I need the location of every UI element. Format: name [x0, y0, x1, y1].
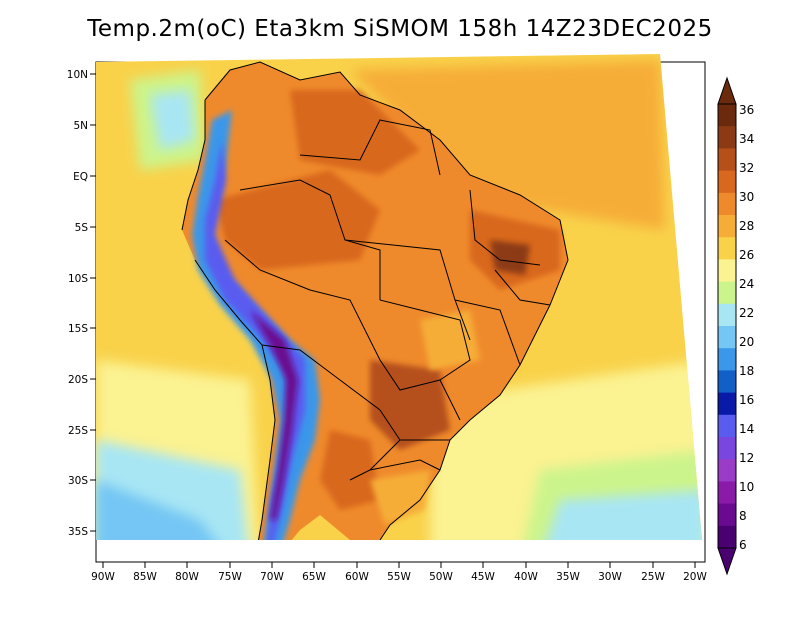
colorbar-max-arrow — [717, 76, 737, 105]
lat-tick: 30S — [68, 475, 96, 487]
colorbar-swatch — [718, 104, 736, 127]
lat-tick: EQ — [73, 171, 96, 183]
colorbar-swatch — [718, 459, 736, 482]
lon-label-70w: 70W — [260, 571, 284, 583]
colorbar-label: 8 — [739, 509, 747, 523]
lat-label-15s: 15S — [68, 323, 88, 335]
lat-tick: 5S — [75, 222, 96, 234]
colorbar-swatch — [718, 281, 736, 305]
colorbar-label: 34 — [739, 132, 754, 146]
political-borders — [181, 61, 569, 540]
colorbar-swatch — [718, 148, 736, 172]
lat-label-10n: 10N — [67, 69, 88, 81]
colorbar-swatch — [718, 126, 736, 149]
lon-label-75w: 75W — [218, 571, 242, 583]
colorbar-swatch — [718, 414, 736, 438]
lat-tick: 5N — [73, 120, 96, 132]
colorbar-border — [717, 103, 737, 549]
lat-label-25s: 25S — [68, 425, 88, 437]
colorbar-label: 22 — [739, 306, 754, 320]
lon-label-65w: 65W — [302, 571, 326, 583]
colorbar-label: 12 — [739, 451, 754, 465]
colorbar-swatch — [718, 192, 736, 216]
colorbar-swatch — [718, 437, 736, 460]
colorbar-swatch — [718, 215, 736, 238]
lon-label-20w: 20W — [683, 571, 707, 583]
lon-label-60w: 60W — [345, 571, 369, 583]
lon-label-55w: 55W — [387, 571, 411, 583]
colorbar-label: 32 — [739, 161, 754, 175]
lat-tick: 10N — [67, 69, 96, 81]
lon-label-85w: 85W — [133, 571, 157, 583]
lat-tick: 10S — [68, 273, 96, 285]
colorbar-label: 26 — [739, 248, 754, 262]
lat-label-eq: EQ — [73, 171, 88, 183]
longitude-axis: 90W 85W 80W 75W 70W 65W 60W 55W 50W 45W … — [91, 562, 707, 583]
colorbar-label: 10 — [739, 480, 754, 494]
lat-tick: 20S — [68, 374, 96, 386]
temperature-field — [96, 54, 702, 540]
lat-label-30s: 30S — [68, 475, 88, 487]
lon-label-90w: 90W — [91, 571, 115, 583]
colorbar-swatch — [718, 503, 736, 527]
lat-tick: 25S — [68, 425, 96, 437]
latitude-axis: 10N 5N EQ 5S 10S 15S 20S 25S 30S 35S — [67, 69, 96, 538]
lon-label-35w: 35W — [556, 571, 580, 583]
colorbar-label: 6 — [739, 538, 747, 552]
lon-label-50w: 50W — [429, 571, 453, 583]
lon-label-80w: 80W — [175, 571, 199, 583]
lat-tick: 15S — [68, 323, 96, 335]
lat-label-5n: 5N — [73, 120, 88, 132]
colorbar-label: 16 — [739, 393, 754, 407]
colorbar-swatch — [718, 259, 736, 283]
colorbar-swatch — [718, 392, 736, 416]
lat-label-35s: 35S — [68, 526, 88, 538]
colorbar-swatch — [718, 370, 736, 394]
colorbar-swatch — [718, 348, 736, 371]
colorbar-swatch — [718, 170, 736, 194]
lon-label-45w: 45W — [471, 571, 495, 583]
lat-label-5s: 5S — [75, 222, 89, 234]
map-title: Temp.2m(oC) Eta3km SiSMOM 158h 14Z23DEC2… — [87, 16, 713, 42]
colorbar-label: 24 — [739, 277, 754, 291]
colorbar-label: 18 — [739, 364, 754, 378]
colorbar-swatch — [718, 303, 736, 327]
colorbar-label: 14 — [739, 422, 754, 436]
lon-label-40w: 40W — [514, 571, 538, 583]
lat-label-20s: 20S — [68, 374, 88, 386]
colorbar-label: 36 — [739, 103, 754, 117]
colorbar-swatch — [718, 237, 736, 260]
colorbar-label: 20 — [739, 335, 754, 349]
lon-label-25w: 25W — [641, 571, 665, 583]
colorbar-label: 30 — [739, 190, 754, 204]
colorbar-min-arrow — [717, 547, 737, 576]
colorbar-label: 28 — [739, 219, 754, 233]
colorbar-swatch — [718, 481, 736, 505]
colorbar: 36 34 32 30 28 26 24 22 20 18 16 14 12 10 8 6 — [717, 76, 754, 576]
colorbar-swatch — [718, 326, 736, 349]
lon-label-30w: 30W — [598, 571, 622, 583]
lat-label-10s: 10S — [68, 273, 88, 285]
lat-tick: 35S — [68, 526, 96, 538]
colorbar-swatch — [718, 525, 736, 549]
